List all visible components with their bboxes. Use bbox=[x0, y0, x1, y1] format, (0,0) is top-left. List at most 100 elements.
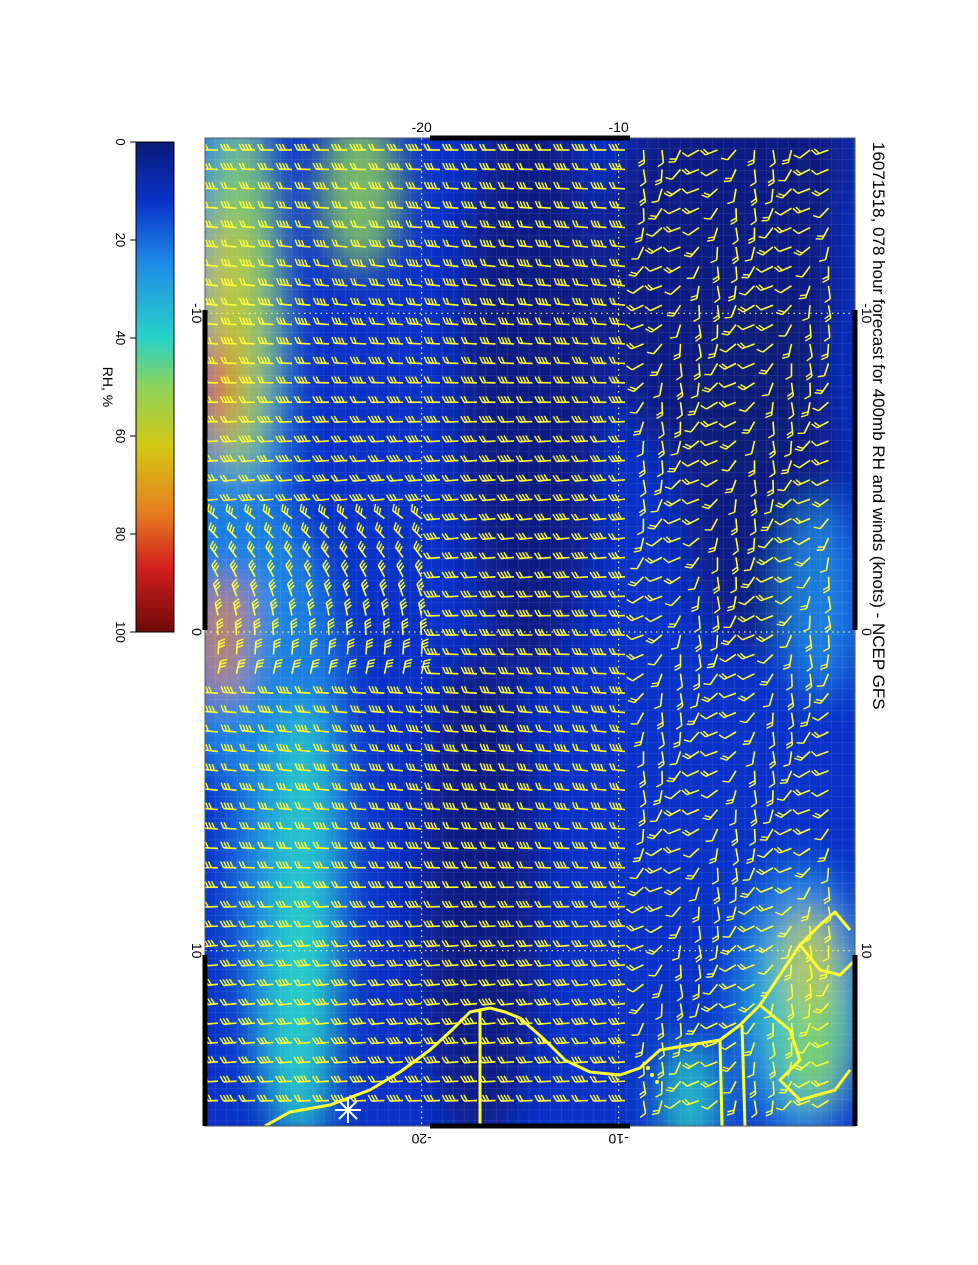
wind-barb bbox=[479, 724, 496, 733]
wind-barb bbox=[424, 782, 441, 791]
wind-barb bbox=[645, 227, 663, 237]
wind-barb bbox=[685, 1022, 700, 1035]
wind-barb bbox=[386, 200, 404, 209]
wind-barb bbox=[571, 1094, 589, 1102]
wind-barb bbox=[460, 336, 478, 345]
wind-barb bbox=[274, 959, 293, 967]
wind-barb bbox=[589, 959, 607, 967]
wind-barb bbox=[442, 743, 459, 753]
wind-barb bbox=[386, 415, 404, 423]
wind-barb bbox=[670, 634, 682, 650]
wind-barb bbox=[535, 277, 552, 287]
wind-barb bbox=[478, 900, 496, 908]
wind-barb bbox=[607, 1056, 626, 1064]
wind-barb bbox=[404, 900, 422, 908]
wind-barb bbox=[397, 578, 406, 597]
wind-barb bbox=[359, 559, 368, 578]
wind-barb bbox=[630, 557, 645, 570]
wind-barb bbox=[460, 435, 478, 443]
wind-barb bbox=[294, 821, 311, 830]
wind-barb bbox=[422, 997, 441, 1006]
wind-barb bbox=[755, 594, 774, 602]
wind-barb bbox=[404, 998, 422, 1006]
wind-barb bbox=[275, 1075, 293, 1083]
wind-barb bbox=[762, 692, 774, 708]
wind-barb bbox=[590, 821, 607, 830]
wind-barb bbox=[330, 920, 348, 928]
wind-barb bbox=[552, 435, 570, 443]
wind-barb bbox=[423, 200, 441, 209]
wind-barb bbox=[219, 454, 237, 463]
wind-barb bbox=[497, 1094, 515, 1102]
wind-barb bbox=[535, 258, 552, 268]
wind-barb bbox=[793, 459, 811, 469]
wind-barb bbox=[294, 200, 311, 209]
wind-barb bbox=[497, 435, 515, 443]
wind-barb bbox=[423, 685, 441, 694]
wind-barb bbox=[460, 821, 478, 830]
wind-barb bbox=[405, 743, 422, 753]
wind-barb bbox=[312, 143, 329, 151]
wind-barb bbox=[718, 1022, 737, 1030]
wind-barb bbox=[746, 848, 756, 865]
wind-barb bbox=[570, 1056, 589, 1064]
wind-barb bbox=[681, 828, 700, 837]
wind-barb bbox=[738, 401, 756, 413]
wind-barb bbox=[515, 474, 533, 482]
wind-barb bbox=[312, 376, 330, 384]
wind-barb bbox=[386, 900, 404, 908]
wind-barb bbox=[810, 1061, 829, 1068]
wind-barb bbox=[275, 297, 293, 306]
wind-barb bbox=[291, 638, 300, 655]
wind-barb bbox=[383, 658, 394, 674]
wind-barb bbox=[441, 493, 459, 502]
wind-barb bbox=[461, 782, 478, 791]
wind-barb bbox=[205, 743, 219, 753]
wind-barb bbox=[814, 382, 830, 395]
wind-barb bbox=[589, 997, 607, 1006]
wind-barb bbox=[711, 557, 719, 575]
wind-barb bbox=[238, 200, 256, 209]
wind-barb bbox=[804, 324, 812, 342]
wind-barb bbox=[405, 200, 422, 209]
border-line bbox=[798, 944, 855, 977]
wind-barb bbox=[312, 1094, 330, 1102]
wind-barb bbox=[687, 576, 700, 591]
wind-barb bbox=[368, 297, 385, 306]
wind-barb bbox=[812, 401, 830, 412]
wind-barb bbox=[681, 788, 700, 796]
wind-barb bbox=[552, 493, 570, 502]
wind-barb bbox=[589, 143, 607, 151]
wind-barb bbox=[785, 363, 793, 381]
wind-barb bbox=[404, 493, 422, 502]
wind-barb bbox=[755, 867, 774, 876]
wind-barb bbox=[422, 474, 441, 482]
wind-barb bbox=[700, 789, 718, 799]
wind-barb bbox=[589, 415, 607, 423]
wind-barb bbox=[662, 536, 681, 544]
wind-barb bbox=[293, 435, 311, 443]
wind-barb bbox=[479, 297, 496, 306]
wind-barb bbox=[441, 570, 459, 579]
wind-barb bbox=[275, 219, 293, 229]
wind-barb bbox=[780, 945, 793, 960]
wind-barb bbox=[534, 435, 552, 443]
wind-barb bbox=[238, 415, 256, 423]
wind-barb bbox=[294, 162, 311, 171]
wind-barb bbox=[747, 149, 756, 167]
wind-barb bbox=[625, 944, 644, 951]
wind-barb bbox=[404, 1075, 422, 1083]
wind-barb bbox=[367, 376, 385, 384]
wind-barb bbox=[379, 578, 388, 597]
wind-barb bbox=[239, 239, 256, 248]
wind-barb bbox=[589, 395, 607, 404]
wind-barb bbox=[270, 598, 278, 616]
wind-barb bbox=[663, 808, 681, 817]
wind-barb bbox=[367, 920, 385, 928]
wind-barb bbox=[274, 978, 293, 987]
wind-barb bbox=[515, 1037, 533, 1045]
wind-barb bbox=[608, 356, 626, 365]
wind-barb bbox=[515, 628, 533, 636]
wind-barb bbox=[627, 576, 645, 587]
wind-barb bbox=[220, 258, 237, 268]
